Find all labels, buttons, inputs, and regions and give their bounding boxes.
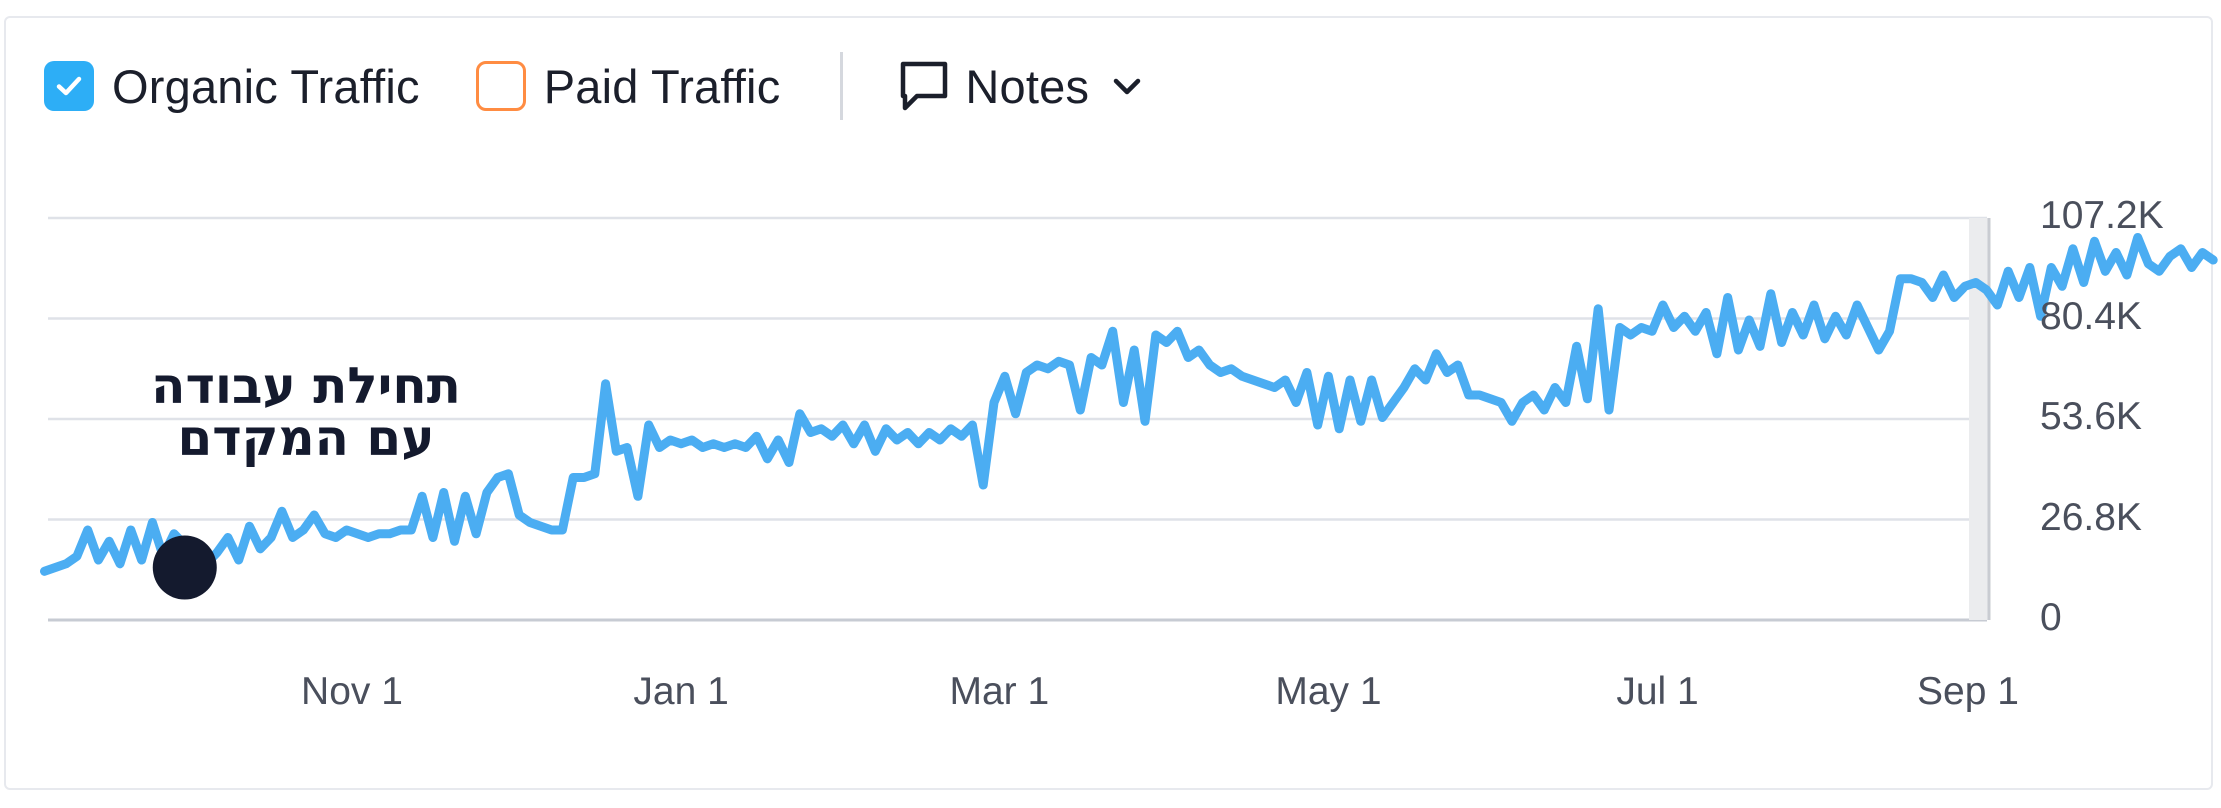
comment-icon <box>901 61 948 111</box>
organic-traffic-line <box>40 233 2218 576</box>
paid-traffic-checkbox[interactable] <box>475 61 526 111</box>
paid-traffic-label: Paid Traffic <box>543 59 781 113</box>
y-tick-label: 53.6K <box>2040 395 2142 438</box>
y-tick-label: 107.2K <box>2040 194 2164 237</box>
checkmark-icon <box>56 76 82 96</box>
x-tick-label: Mar 1 <box>949 670 1050 713</box>
y-tick-label: 26.8K <box>2040 495 2142 539</box>
y-tick-label: 0 <box>2040 596 2062 639</box>
organic-traffic-label: Organic Traffic <box>112 59 420 113</box>
organic-traffic-checkbox[interactable] <box>44 61 94 111</box>
chart-card <box>4 16 2213 790</box>
milestone-marker <box>152 535 217 600</box>
notes-dropdown[interactable]: Notes <box>897 58 1147 114</box>
x-tick-label: May 1 <box>1275 670 1382 713</box>
current-period-band <box>1969 218 1989 620</box>
chart-annotation: תחילת עבודה עם המקדם <box>100 360 512 464</box>
chart-toolbar: Organic Traffic Paid Traffic Notes <box>44 50 1147 122</box>
paid-traffic-toggle[interactable]: Paid Traffic <box>475 59 781 114</box>
annotation-line-2: עם המקדם <box>177 409 435 467</box>
toolbar-divider <box>840 52 844 120</box>
x-tick-label: Jan 1 <box>633 670 729 713</box>
x-tick-label: Nov 1 <box>301 670 403 713</box>
chevron-down-icon <box>1113 78 1141 95</box>
annotation-line-1: תחילת עבודה <box>151 357 461 415</box>
y-tick-label: 80.4K <box>2040 294 2142 338</box>
x-tick-label: Sep 1 <box>1917 670 2019 713</box>
notes-label: Notes <box>965 59 1090 113</box>
x-tick-label: Jul 1 <box>1616 670 1699 713</box>
organic-traffic-toggle[interactable]: Organic Traffic <box>44 59 420 114</box>
